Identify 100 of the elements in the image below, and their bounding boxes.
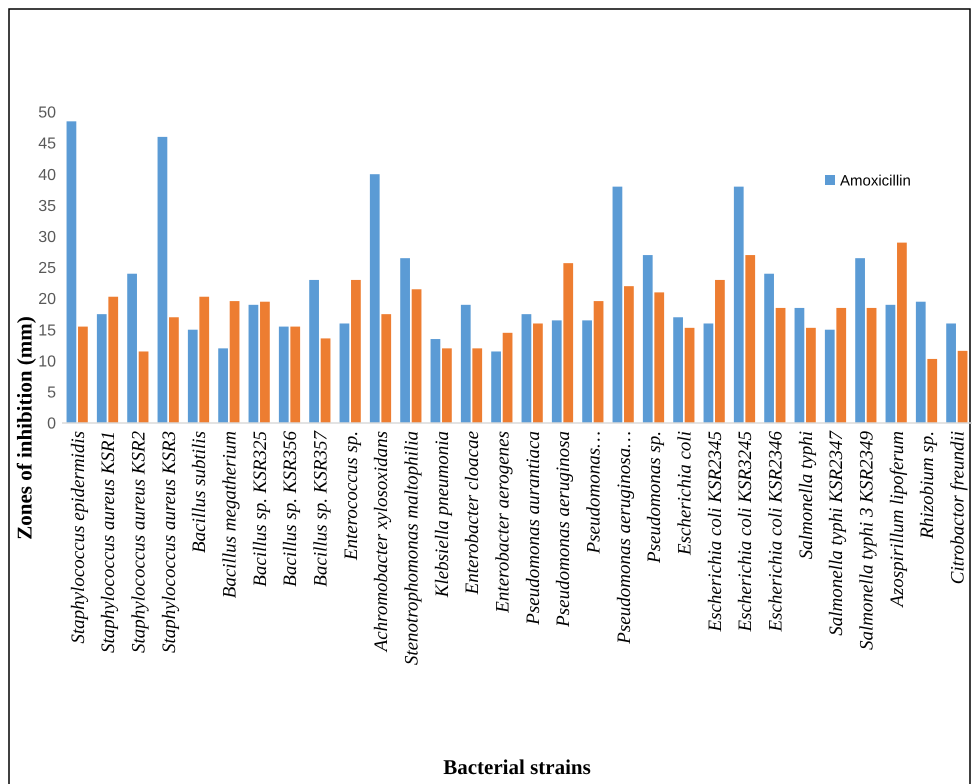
x-tick-label: Pseudomonas aeruginosa: [553, 431, 574, 628]
bar: [309, 280, 319, 423]
x-tick-label: Azospirillum lipoferum: [886, 431, 908, 609]
bar: [278, 326, 289, 423]
bar: [169, 317, 179, 423]
bar: [351, 280, 361, 423]
bar: [158, 136, 168, 423]
bar: [108, 296, 118, 423]
bar: [127, 274, 137, 423]
bar: [824, 330, 835, 423]
x-tick-label: Escherichia coli KSR2346: [765, 430, 786, 633]
bar: [704, 323, 714, 423]
bar: [734, 186, 744, 423]
y-tick-label: 0: [47, 416, 56, 433]
y-tick-label: 20: [38, 291, 56, 308]
x-tick-label: Enterobacter cloacae: [462, 431, 484, 596]
bar: [552, 320, 562, 423]
bar: [916, 302, 926, 423]
bar: [582, 320, 592, 423]
bar: [715, 280, 725, 423]
x-tick-label: Bacillus subtilis: [189, 431, 210, 553]
bar: [138, 351, 148, 423]
bar: [958, 350, 968, 423]
bar: [927, 358, 938, 423]
x-tick-label: Salmonella typhi: [796, 431, 817, 560]
y-tick-label: 25: [38, 260, 56, 278]
bar: [806, 328, 816, 423]
bar: [624, 286, 634, 423]
bar: [460, 304, 471, 423]
x-tick-label: Enterococcus sp.: [340, 431, 362, 562]
bar: [563, 263, 574, 423]
x-tick-label: Pseudomonas aeruginosa…: [614, 431, 635, 645]
x-tick-label: Achromobacter xylosoxidans: [371, 431, 392, 654]
bar: [642, 255, 653, 423]
y-tick-label: 35: [38, 198, 56, 215]
x-tick-label: Escherichia coli KSR3245: [735, 431, 756, 633]
x-tick-label: Bacillus megatherium: [219, 431, 240, 598]
bar: [472, 348, 482, 423]
x-tick-label: Staphylococcus aureus KSR1: [98, 431, 120, 653]
bar: [290, 326, 300, 423]
x-tick-label: Bacillus sp. KSR357: [310, 430, 332, 587]
bar: [188, 330, 198, 423]
bar: [764, 274, 774, 423]
bar: [612, 186, 622, 423]
bar: [248, 304, 258, 423]
y-tick-label: 15: [38, 322, 56, 340]
bar: [381, 314, 392, 423]
x-tick-label: Pseudomonas sp.: [644, 431, 666, 564]
y-tick-label: 30: [38, 229, 56, 246]
bar: [745, 255, 756, 423]
bar: [400, 258, 410, 423]
y-tick-label: 40: [38, 166, 56, 184]
x-tick-label: Stenotrophomonas maltophilia: [401, 431, 422, 666]
x-tick-label: Escherichia coli KSR2345: [704, 431, 726, 633]
bar: [776, 308, 786, 423]
bar: [594, 301, 604, 423]
y-axis-title: Zones of inhibition (mm): [12, 316, 36, 540]
bar: [442, 348, 452, 423]
bar: [218, 348, 228, 423]
y-tick-label: 45: [38, 136, 56, 153]
bar: [897, 242, 907, 423]
bar: [502, 332, 512, 423]
y-tick-label: 5: [47, 384, 56, 402]
x-tick-label: Salmonella typhi KSR2347: [826, 430, 848, 636]
bar: [836, 308, 846, 423]
x-tick-label: Staphylococcus aureus KSR2: [128, 430, 150, 653]
x-tick-label: Staphylococcus aureus KSR3: [158, 431, 180, 653]
bar: [491, 351, 501, 423]
legend-label: Amoxicillin: [840, 172, 911, 190]
x-tick-label: Pseudomonas…: [583, 431, 604, 554]
bar: [430, 339, 440, 423]
bar: [66, 121, 76, 423]
bar: [794, 308, 804, 423]
bar: [78, 326, 88, 423]
bar: [533, 323, 543, 423]
bar: [260, 302, 270, 423]
bar: [370, 174, 380, 423]
x-tick-label: Rhizobium sp.: [917, 431, 938, 540]
bar: [654, 292, 664, 423]
bar: [412, 289, 422, 423]
x-tick-label: Klebsiella pneumonia: [432, 431, 453, 598]
bar: [684, 328, 694, 423]
x-tick-label: Bacillus sp. KSR356: [280, 430, 302, 587]
x-tick-label: Enterobacter aerogenes: [492, 431, 514, 614]
x-tick-label: Citrobactor freundii: [947, 431, 968, 584]
bar: [522, 314, 532, 423]
bar: [340, 323, 350, 423]
x-tick-label: Staphylococcus epidermidis: [68, 431, 89, 644]
y-tick-label: 10: [38, 353, 56, 370]
x-axis-title: Bacterial strains: [443, 755, 591, 779]
y-tick-label: 50: [38, 104, 56, 122]
bar: [866, 308, 876, 423]
bar: [230, 301, 240, 423]
x-tick-label: Escherichia coli: [674, 431, 696, 556]
bar: [96, 314, 107, 423]
x-tick-label: Salmonella typhi 3 KSR2349: [856, 430, 878, 650]
x-tick-label: Bacillus sp. KSR325: [250, 431, 271, 587]
x-tick-label: Pseudomonas aurantiaca: [522, 431, 544, 626]
bar: [946, 323, 956, 423]
bar: [673, 317, 683, 423]
